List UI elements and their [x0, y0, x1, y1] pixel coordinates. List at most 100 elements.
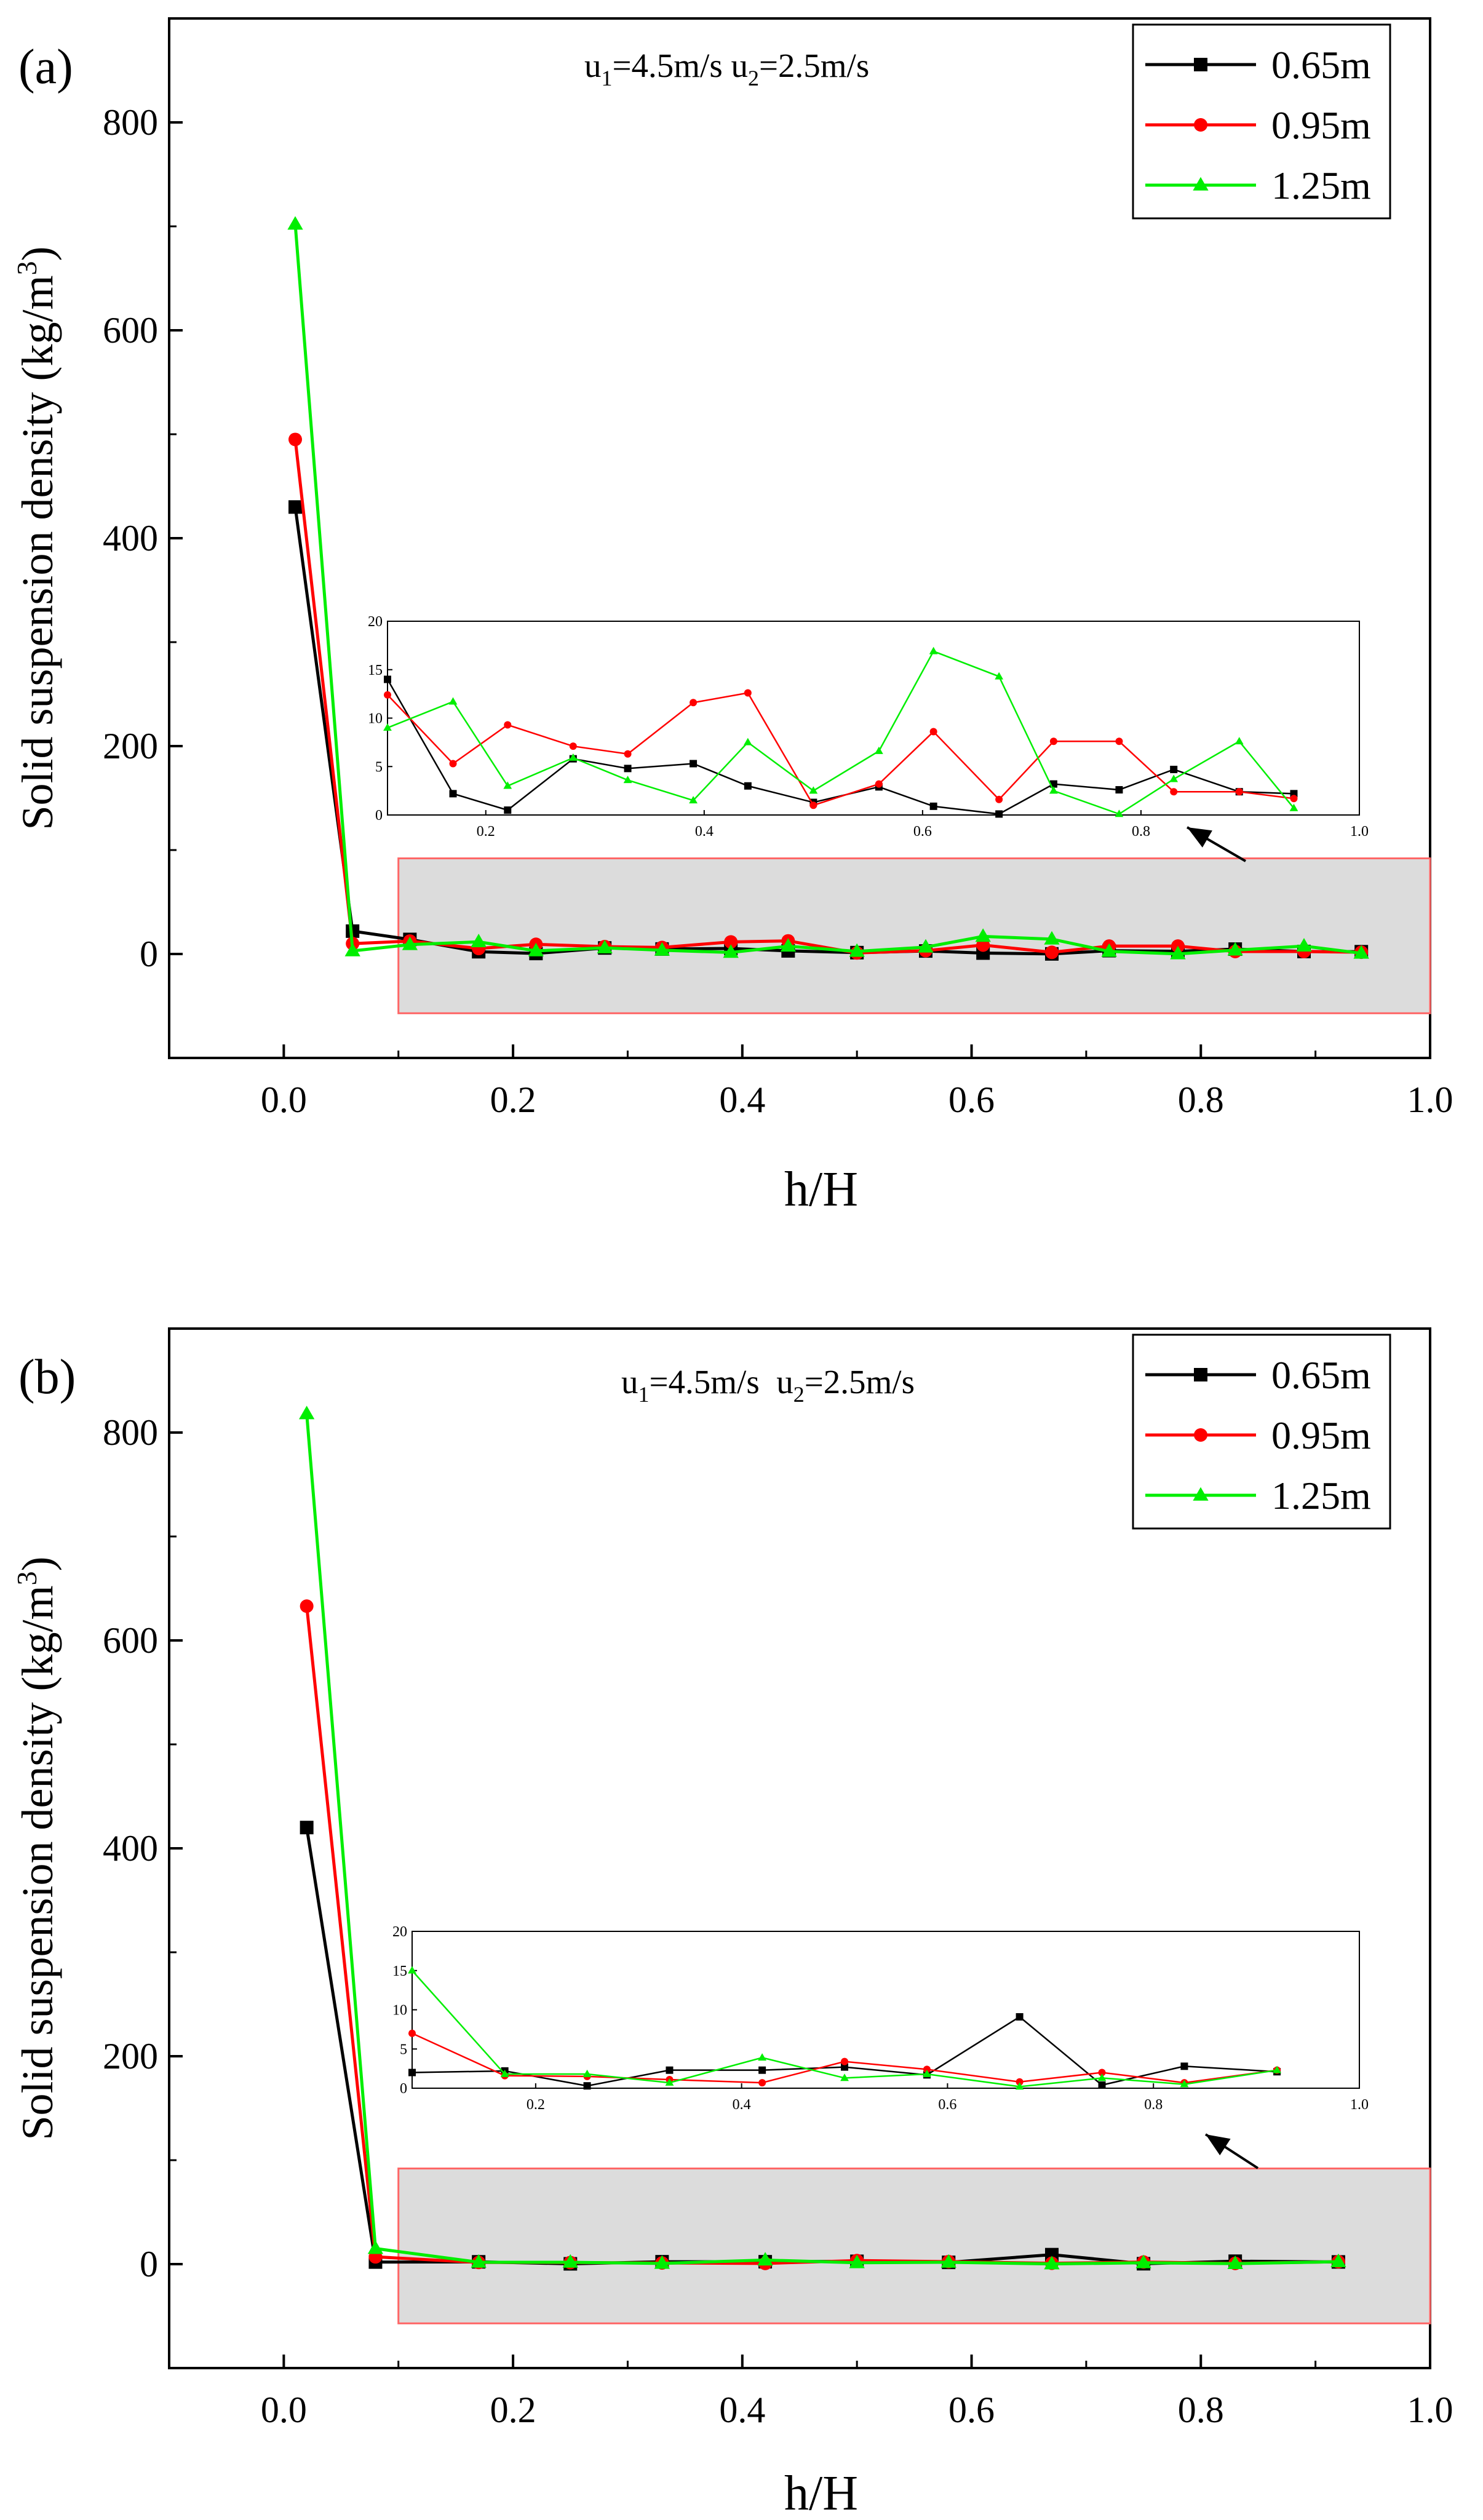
inset-x-tick-label-b-1: 0.4	[733, 2097, 751, 2113]
inset-data-point-b-0-4	[758, 2066, 766, 2074]
inset-data-point-a-1-6	[744, 689, 752, 697]
inset-data-point-a-2-9	[929, 646, 938, 654]
inset-data-point-a-2-5	[689, 796, 698, 804]
inset-data-point-b-0-8	[1098, 2081, 1106, 2089]
inset-frame-a	[387, 621, 1360, 816]
x-tick-label-b-2: 0.4	[719, 2390, 765, 2430]
y-tick-label-a-4: 800	[103, 102, 158, 143]
y-tick-label-b-1: 200	[103, 2036, 158, 2077]
inset-series-line-a-2	[387, 650, 1295, 815]
inset-data-point-a-1-10	[995, 795, 1003, 803]
inset-plot-a: 0.2 0.4 0.6 0.8 1.0 0 5 10 15 20	[368, 614, 1369, 862]
y-tick-label-b-4: 800	[103, 1412, 158, 1453]
inset-data-point-a-1-3	[569, 742, 577, 750]
data-point-a-1-12	[1045, 945, 1059, 960]
series-line-a-1	[293, 439, 1362, 955]
shaded-region-b	[397, 2168, 1431, 2324]
data-point-a-2-9	[849, 943, 865, 957]
legend-b: 0.65m 0.95m 1.25m	[1132, 1334, 1391, 1530]
inset-x-tick-label-b-4: 1.0	[1350, 2097, 1369, 2113]
inset-data-point-a-2-13	[1169, 774, 1179, 782]
data-point-b-2-6	[849, 2254, 865, 2268]
legend-a: 0.65m 0.95m 1.25m	[1132, 23, 1391, 220]
inset-data-point-b-2-3	[665, 2078, 674, 2086]
inset-data-point-b-0-0	[408, 2069, 416, 2077]
data-point-b-1-0	[300, 1599, 314, 1613]
inset-data-point-b-2-10	[1273, 2065, 1281, 2073]
y-tick-label-a-3: 600	[103, 310, 158, 351]
inset-data-point-a-2-11	[1049, 786, 1058, 794]
y-tick-label-b-2: 400	[103, 1828, 158, 1869]
x-axis-label-a: h/H	[784, 1163, 858, 1217]
inset-data-point-a-0-2	[504, 806, 512, 814]
inset-y-tick-label-a-0: 0	[375, 808, 383, 824]
series-line-b-2	[305, 1413, 1338, 2266]
x-tick-label-a-0: 0.0	[261, 1079, 307, 1120]
legend-marker-a-2	[1193, 177, 1209, 191]
inset-data-point-a-1-0	[384, 691, 391, 699]
inset-frame-b	[412, 1931, 1360, 2089]
data-point-b-2-7	[940, 2254, 956, 2268]
y-tick-label-b-0: 0	[140, 2244, 158, 2284]
data-point-b-2-2	[471, 2254, 487, 2268]
inset-y-tick-label-b-2: 10	[392, 2003, 407, 2019]
inset-data-point-a-1-12	[1115, 737, 1123, 745]
inset-data-point-b-0-9	[1180, 2062, 1188, 2070]
data-point-a-2-12	[1044, 931, 1060, 945]
legend-marker-a-1	[1194, 118, 1207, 132]
inset-data-point-a-1-11	[1049, 737, 1057, 745]
inset-data-point-b-2-9	[1180, 2080, 1189, 2088]
inset-data-point-b-0-3	[666, 2066, 674, 2074]
inset-y-tick-label-b-1: 5	[400, 2041, 407, 2057]
inset-data-point-a-0-5	[690, 760, 698, 768]
annotation-b: u1=4.5m/s u2=2.5m/s	[621, 1363, 915, 1407]
y-tick-label-b-3: 600	[103, 1620, 158, 1661]
series-line-a-2	[293, 224, 1362, 956]
x-tick-label-a-1: 0.2	[490, 1079, 536, 1120]
data-point-b-0-0	[300, 1821, 314, 1835]
y-axis-label-b: Solid suspension density (kg/m3)	[11, 1556, 62, 2140]
data-point-a-1-7	[724, 935, 738, 949]
x-tick-label-a-4: 0.8	[1178, 1079, 1224, 1120]
inset-y-tick-label-b-0: 0	[400, 2081, 407, 2097]
inset-data-point-a-0-13	[1170, 765, 1178, 773]
data-point-b-2-1	[367, 2240, 384, 2254]
data-point-a-1-0	[288, 432, 302, 447]
data-point-a-2-16	[1296, 937, 1312, 952]
inset-data-point-b-2-6	[923, 2069, 931, 2077]
inset-x-tick-label-b-3: 0.8	[1144, 2097, 1163, 2113]
inset-y-tick-label-a-3: 15	[368, 662, 383, 678]
inset-arrow-head-b	[1206, 2134, 1231, 2156]
panel-b: (b) u1=4.5m/s u2=2.5m/s h/H Solid suspen…	[11, 1327, 1453, 2520]
data-point-a-2-6	[654, 942, 670, 956]
inset-y-tick-label-b-4: 20	[392, 1924, 407, 1940]
legend-label-a-1: 0.95m	[1271, 103, 1371, 147]
data-point-a-2-14	[1170, 945, 1186, 960]
panel-a: (a) u1=4.5m/s u2=2.5m/s h/H Solid suspen…	[11, 17, 1453, 1217]
data-point-b-2-10	[1227, 2255, 1243, 2269]
data-point-b-2-9	[1135, 2254, 1151, 2268]
x-axis-label-b: h/H	[784, 2466, 858, 2520]
data-point-a-0-0	[288, 500, 302, 514]
annotation-a: u1=4.5m/s u2=2.5m/s	[584, 47, 869, 90]
inset-x-tick-label-b-0: 0.2	[527, 2097, 545, 2113]
inset-data-point-a-2-0	[383, 723, 392, 731]
inset-data-point-a-2-10	[995, 672, 1004, 680]
inset-data-point-a-2-14	[1235, 737, 1244, 745]
data-point-a-2-13	[1101, 943, 1117, 957]
inset-data-point-a-0-4	[624, 765, 632, 773]
inset-data-point-a-2-2	[503, 781, 512, 789]
inset-data-point-b-1-6	[923, 2065, 931, 2073]
data-point-a-2-2	[402, 936, 418, 950]
inset-data-point-a-0-9	[929, 802, 937, 810]
legend-marker-b-2	[1193, 1487, 1209, 1501]
data-point-b-2-5	[757, 2252, 773, 2266]
data-point-a-2-7	[723, 944, 739, 958]
inset-data-point-a-2-15	[1289, 803, 1298, 811]
data-point-b-2-4	[654, 2255, 670, 2269]
data-point-a-2-1	[344, 942, 360, 956]
inset-data-point-b-2-2	[582, 2069, 592, 2077]
y-tick-label-a-0: 0	[140, 934, 158, 974]
